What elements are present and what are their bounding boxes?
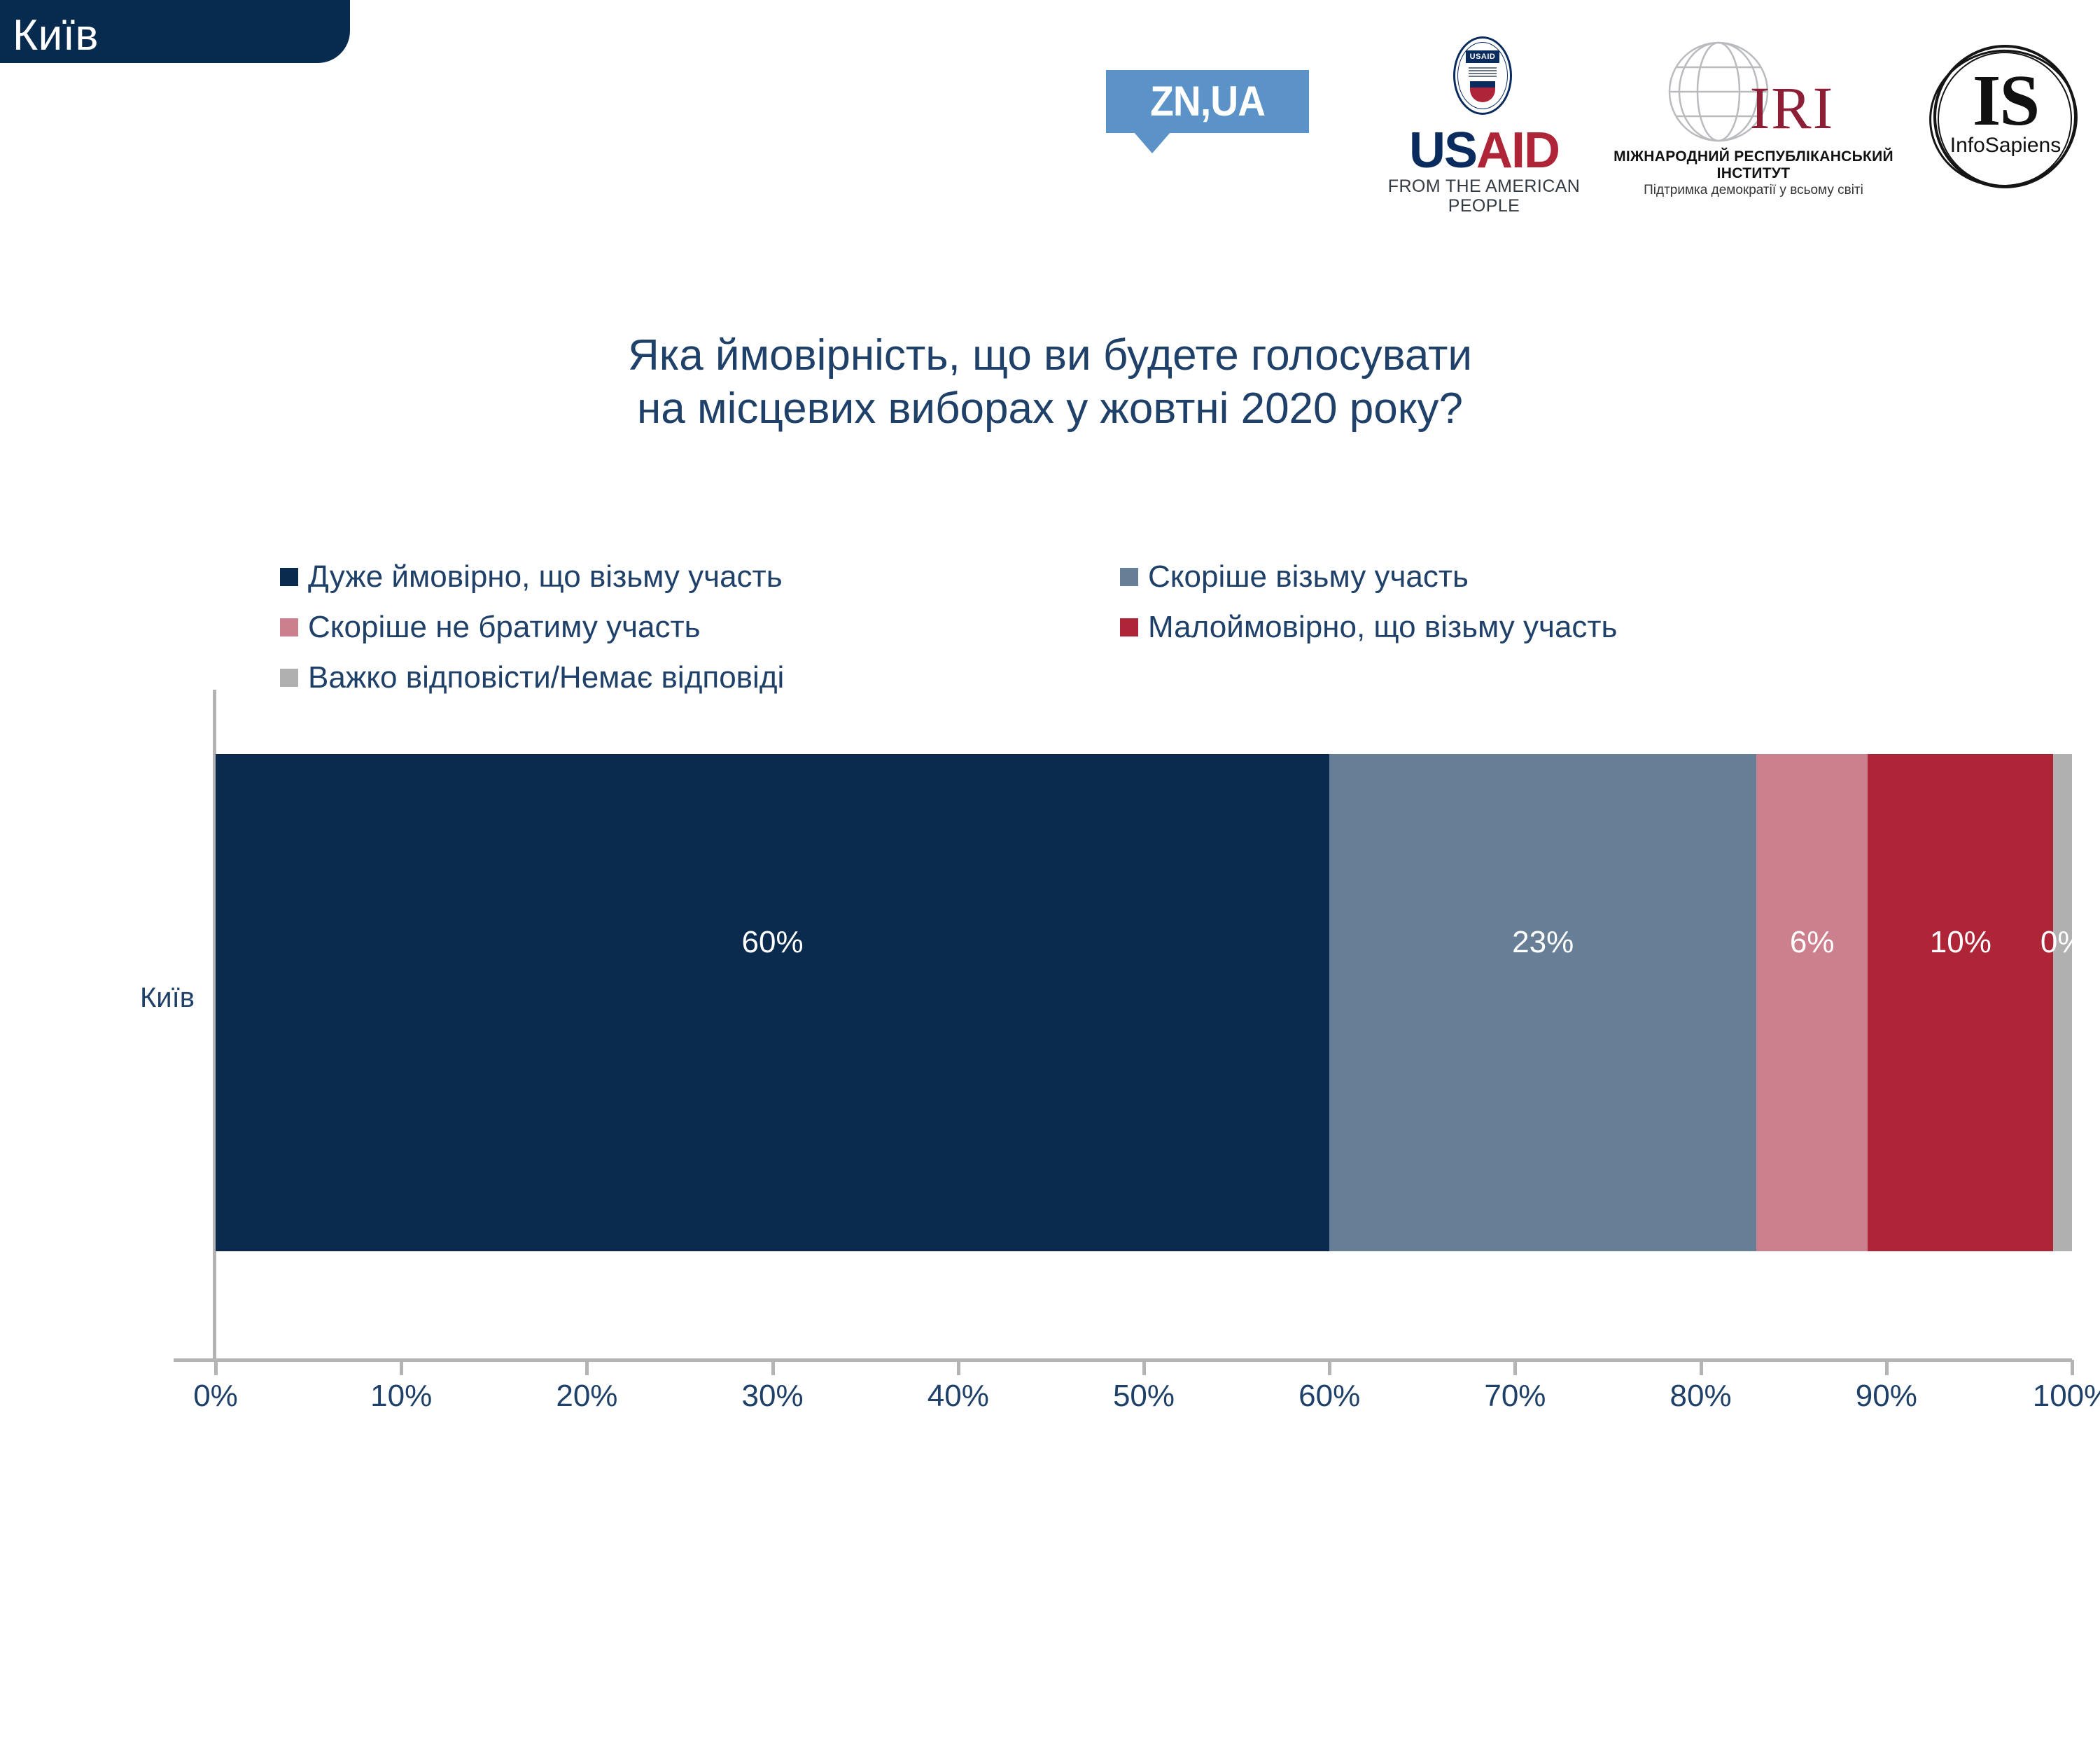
x-axis-tick-0: [214, 1360, 218, 1375]
bar-segment-0: 60%: [216, 754, 1330, 1251]
y-axis-category-label: Київ: [139, 982, 195, 1013]
x-axis-tick-label-3: 30%: [741, 1379, 804, 1413]
infosapiens-monogram: IS: [1972, 60, 2040, 141]
x-axis-line: [174, 1358, 2072, 1362]
legend-swatch-icon-2: [280, 618, 298, 636]
logo-strip: ZN,UA USAID USAID FROM THE AMERICAN PEOP…: [1106, 36, 2093, 225]
chart-title: Яка ймовірність, що ви будете голосувати…: [210, 329, 1890, 436]
legend-item-rather-not[interactable]: Скоріше не братиму участь: [280, 611, 701, 644]
iri-name-line: МІЖНАРОДНИЙ РЕСПУБЛІКАНСЬКИЙ ІНСТИТУТ: [1614, 148, 1893, 181]
usaid-handshake-icon: [1469, 66, 1497, 78]
x-axis-tick-5: [1142, 1360, 1146, 1375]
bar-segment-1: 23%: [1329, 754, 1757, 1251]
legend-swatch-icon-4: [280, 669, 298, 687]
chart-legend: Дуже ймовірно, що візьму участь Скоріше …: [280, 560, 1890, 714]
legend-label-3: Малоймовірно, що візьму участь: [1148, 610, 1618, 644]
usaid-wordmark-us: US: [1408, 123, 1478, 179]
globe-icon: [1668, 41, 1769, 142]
chart-title-line-2: на місцевих виборах у жовтні 2020 року?: [637, 384, 1463, 433]
iri-logo: IRI МІЖНАРОДНИЙ РЕСПУБЛІКАНСЬКИЙ ІНСТИТУ…: [1603, 36, 1904, 211]
region-tab-label: Київ: [13, 11, 99, 60]
usaid-seal-tag: USAID: [1466, 50, 1499, 63]
legend-swatch-icon-3: [1120, 618, 1138, 636]
bar-segment-4: 0%: [2040, 754, 2085, 1251]
x-axis-tick-9: [1884, 1360, 1889, 1375]
usaid-wordmark: USAID: [1379, 125, 1589, 176]
chart-title-line-1: Яка ймовірність, що ви будете голосувати: [627, 331, 1473, 380]
legend-item-unlikely[interactable]: Малоймовірно, що візьму участь: [1120, 611, 1617, 644]
region-tab: Київ: [0, 0, 350, 63]
x-axis-tick-3: [771, 1360, 775, 1375]
x-axis-tick-1: [400, 1360, 404, 1375]
zn-ua-wordmark: ZN,UA: [1149, 78, 1266, 125]
x-axis-tick-10: [2071, 1360, 2074, 1375]
bar-segment-label-4: 0%: [2040, 925, 2085, 959]
x-axis-tick-label-1: 10%: [370, 1379, 433, 1413]
x-axis-tick-6: [1328, 1360, 1332, 1375]
iri-slogan-line: Підтримка демократії у всьому світі: [1644, 183, 1863, 197]
usaid-wordmark-aid: AID: [1476, 123, 1560, 179]
infosapiens-logo: IS InfoSapiens: [1922, 41, 2086, 205]
usaid-logo: USAID USAID FROM THE AMERICAN PEOPLE: [1379, 36, 1589, 216]
usaid-tagline: FROM THE AMERICAN PEOPLE: [1387, 176, 1581, 216]
bar-segment-label-0: 60%: [741, 925, 804, 959]
bar-segment-label-3: 10%: [1929, 925, 1991, 959]
zn-ua-bubble-tail-icon: [1134, 132, 1170, 153]
usaid-seal-outer-ring: [1453, 36, 1512, 115]
x-axis-tick-2: [585, 1360, 589, 1375]
legend-swatch-icon-0: [280, 568, 298, 586]
x-axis-tick-4: [956, 1360, 960, 1375]
x-axis-tick-label-7: 70%: [1484, 1379, 1546, 1413]
legend-item-very-likely[interactable]: Дуже ймовірно, що візьму участь: [280, 560, 783, 594]
x-axis-tick-label-6: 60%: [1298, 1379, 1361, 1413]
x-axis-tick-label-10: 100%: [2032, 1379, 2100, 1413]
x-axis-tick-8: [1699, 1360, 1703, 1375]
usaid-seal-inner-ring: [1457, 42, 1508, 109]
x-axis-tick-label-9: 90%: [1855, 1379, 1917, 1413]
bar-segment-2: 6%: [1756, 754, 1868, 1251]
legend-label-4: Важко відповісти/Немає відповіді: [308, 660, 785, 695]
legend-label-0: Дуже ймовірно, що візьму участь: [308, 559, 783, 594]
legend-item-rather-likely[interactable]: Скоріше візьму участь: [1120, 560, 1469, 594]
bar-segment-label-2: 6%: [1789, 925, 1835, 959]
iri-globe-wrap: IRI: [1603, 36, 1904, 148]
x-axis-tick-label-2: 20%: [556, 1379, 618, 1413]
infosapiens-ring-1: [1933, 45, 2077, 188]
zn-ua-logo: ZN,UA: [1106, 70, 1309, 153]
iri-monogram: IRI: [1749, 74, 1835, 141]
legend-swatch-icon-1: [1120, 568, 1138, 586]
usaid-shield-icon: [1470, 81, 1495, 102]
x-axis-tick-label-5: 50%: [1112, 1379, 1175, 1413]
x-axis-tick-label-0: 0%: [193, 1379, 238, 1413]
usaid-seal-icon: USAID: [1453, 36, 1515, 118]
x-axis-tick-label-8: 80%: [1670, 1379, 1732, 1413]
legend-item-dont-know[interactable]: Важко відповісти/Немає відповіді: [280, 661, 784, 695]
zn-ua-bubble: ZN,UA: [1106, 70, 1309, 133]
bar-segment-3: 10%: [1868, 754, 2054, 1251]
legend-label-2: Скоріше не братиму участь: [308, 610, 701, 644]
bar-segment-label-1: 23%: [1512, 925, 1574, 959]
legend-label-1: Скоріше візьму участь: [1148, 559, 1469, 594]
infosapiens-name: InfoSapiens: [1949, 134, 2062, 157]
y-axis-line: [213, 690, 216, 1358]
stacked-bar-kyiv: 60% 23% 6% 10% 0%: [216, 754, 2085, 1251]
x-axis-tick-7: [1513, 1360, 1518, 1375]
plot-area: Київ 60% 23% 6% 10% 0% 0% 10% 20% 30% 40% 50% 60% 7…: [140, 690, 2100, 1413]
x-axis-tick-label-4: 40%: [927, 1379, 989, 1413]
